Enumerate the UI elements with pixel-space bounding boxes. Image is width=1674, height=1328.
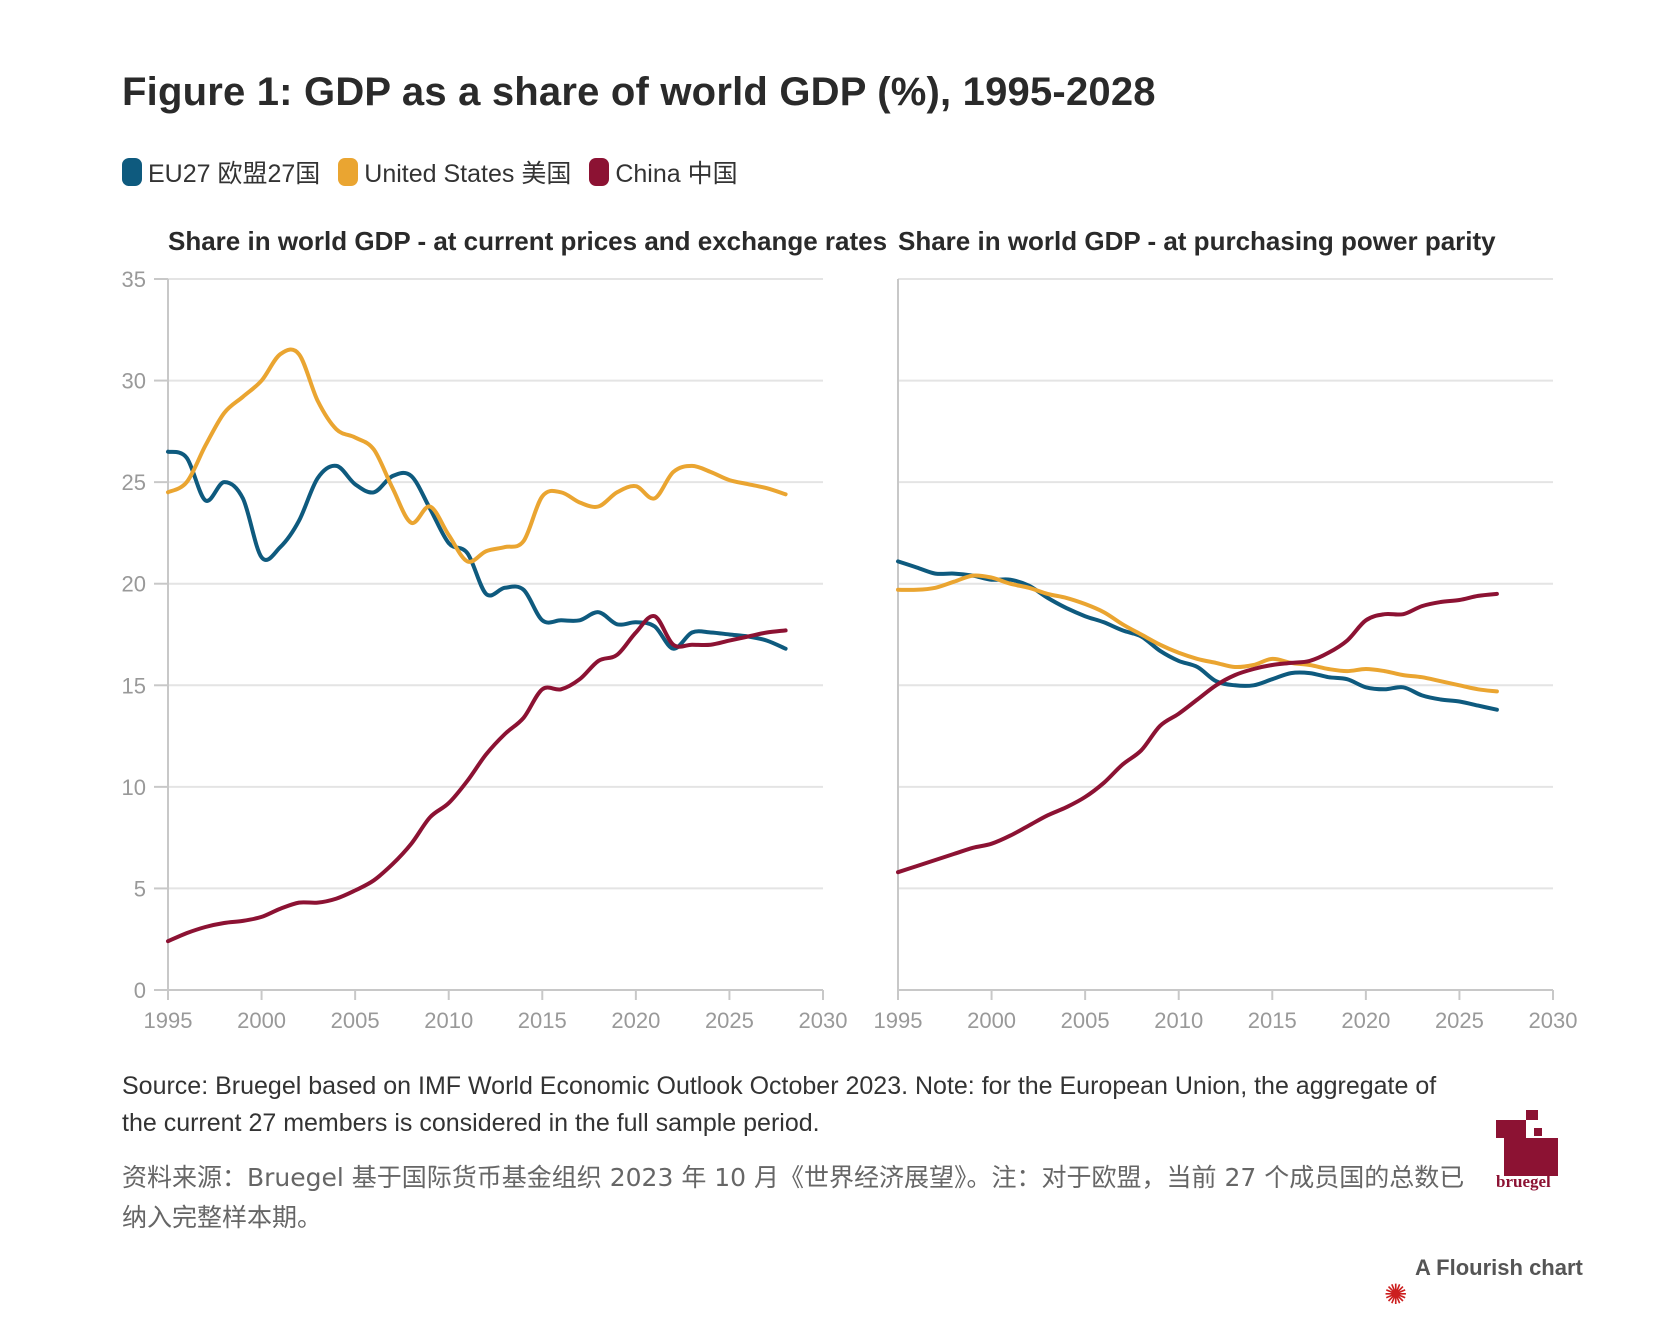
series-line-china-panel-0 <box>166 614 788 944</box>
y-tick-label: 5 <box>134 876 146 901</box>
legend-swatch-eu27 <box>122 158 142 186</box>
x-tick-label: 2010 <box>1154 1008 1203 1033</box>
x-tick-label: 2000 <box>967 1008 1016 1033</box>
legend-label-eu27: EU27 欧盟27国 <box>148 160 321 188</box>
legend-swatch-china <box>589 158 610 186</box>
series-line-eu27-panel-0 <box>166 449 788 651</box>
legend-item-eu27[interactable]: EU27 欧盟27国 <box>122 154 320 190</box>
source-note-english: Source: Bruegel based on IMF World Econo… <box>122 1072 1437 1137</box>
x-tick-label: 2005 <box>331 1008 380 1033</box>
series-line-china-panel-1 <box>896 591 1499 875</box>
flourish-credit[interactable]: A Flourish chart <box>1415 1255 1583 1280</box>
bruegel-logo-icon <box>1496 1110 1558 1176</box>
series-line-united-panel-0 <box>166 347 788 564</box>
legend-item-china[interactable]: China 中国 <box>589 154 738 190</box>
legend-swatch-united-states <box>338 158 359 186</box>
x-tick-label: 2025 <box>705 1008 754 1033</box>
series-line-united-panel-1 <box>896 573 1499 694</box>
x-tick-label: 2000 <box>237 1008 286 1033</box>
x-tick-label: 2025 <box>1435 1008 1484 1033</box>
y-tick-label: 0 <box>134 978 146 1003</box>
x-tick-label: 2015 <box>1248 1008 1297 1033</box>
legend-item-united-states[interactable]: United States 美国 <box>338 154 571 190</box>
y-tick-label: 15 <box>122 673 146 698</box>
y-tick-label: 10 <box>122 775 146 800</box>
y-tick-label: 35 <box>122 267 146 292</box>
x-tick-label: 2020 <box>1341 1008 1390 1033</box>
x-tick-label: 2010 <box>424 1008 473 1033</box>
x-tick-label: 2020 <box>611 1008 660 1033</box>
panel-title-0: Share in world GDP - at current prices a… <box>168 226 887 256</box>
x-tick-label: 1995 <box>874 1008 923 1033</box>
y-tick-label: 20 <box>122 572 146 597</box>
x-tick-label: 2030 <box>799 1008 848 1033</box>
panel-title-1: Share in world GDP - at purchasing power… <box>898 226 1496 256</box>
page-title: Figure 1: GDP as a share of world GDP (%… <box>122 70 1156 114</box>
x-tick-label: 1995 <box>144 1008 193 1033</box>
legend-label-united-states: United States 美国 <box>364 160 572 188</box>
y-tick-label: 30 <box>122 369 146 394</box>
flourish-star-icon: ✺ <box>1384 1279 1408 1310</box>
x-tick-label: 2030 <box>1529 1008 1578 1033</box>
bruegel-logo-text: bruegel <box>1496 1172 1551 1191</box>
legend-label-china: China 中国 <box>615 160 738 188</box>
source-note-chinese: 资料来源：Bruegel 基于国际货币基金组织 2023 年 10 月《世界经济… <box>122 1163 1465 1232</box>
x-tick-label: 2005 <box>1061 1008 1110 1033</box>
x-tick-label: 2015 <box>518 1008 567 1033</box>
chart-legend: EU27 欧盟27国 United States 美国 China 中国 <box>122 154 756 190</box>
y-tick-label: 25 <box>122 470 146 495</box>
